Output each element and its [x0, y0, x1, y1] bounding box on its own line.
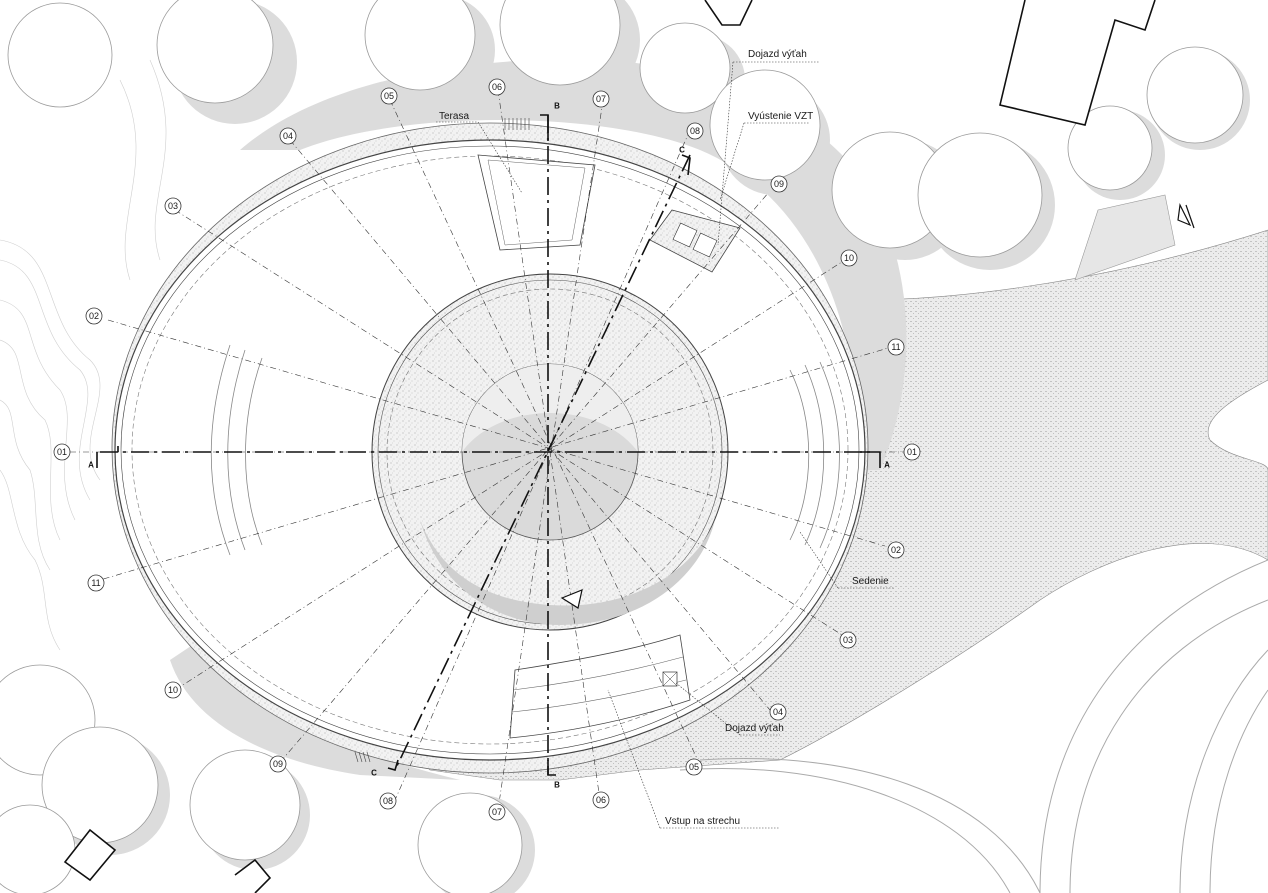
- svg-text:07: 07: [596, 94, 606, 104]
- section-a-left: A: [88, 461, 94, 470]
- axis-bubble-11-left: 11: [87, 574, 105, 592]
- svg-text:10: 10: [844, 253, 854, 263]
- axis-bubble-10-bottom: 10: [164, 681, 182, 699]
- svg-text:09: 09: [273, 759, 283, 769]
- label-dojazd-vytah-top: Dojazd výťah: [748, 49, 807, 60]
- label-sedenie: Sedenie: [852, 576, 889, 587]
- axis-bubble-09-top: 09: [770, 175, 788, 193]
- svg-text:04: 04: [773, 707, 783, 717]
- section-c-top: C: [679, 146, 685, 155]
- driveway-wedge: [1074, 194, 1176, 281]
- axis-bubble-06-bottom: 06: [592, 791, 610, 809]
- elevator-box-top: [649, 209, 741, 273]
- section-b-top: B: [554, 102, 560, 111]
- axis-bubble-11-right: 11: [887, 338, 905, 356]
- svg-text:05: 05: [384, 91, 394, 101]
- svg-text:03: 03: [168, 201, 178, 211]
- neighbor-buildings: [63, 0, 1156, 893]
- svg-text:04: 04: [283, 131, 293, 141]
- curved-paths: [679, 559, 1268, 893]
- axis-bubble-03-right: 03: [839, 631, 857, 649]
- label-vstup-na-strechu: Vstup na strechu: [665, 816, 740, 827]
- axis-bubble-05-bottom: 05: [685, 758, 703, 776]
- section-b-bottom: B: [554, 781, 560, 790]
- axis-bubble-03-left: 03: [164, 197, 182, 215]
- svg-text:11: 11: [91, 578, 100, 588]
- axis-bubble-04-bottom: 04: [769, 703, 787, 721]
- svg-text:03: 03: [843, 635, 853, 645]
- grid-axes: [70, 89, 905, 811]
- axis-bubble-02-left: 02: [85, 307, 103, 325]
- axis-bubble-07-top: 07: [592, 90, 610, 108]
- label-dojazd-vytah-bottom: Dojazd výťah: [725, 723, 784, 734]
- svg-text:10: 10: [168, 685, 178, 695]
- north-arrow-right: [1177, 202, 1195, 229]
- svg-text:07: 07: [492, 807, 502, 817]
- svg-text:06: 06: [596, 795, 606, 805]
- svg-text:02: 02: [89, 311, 99, 321]
- section-markers: [96, 114, 881, 776]
- axis-bubble-10-top: 10: [840, 249, 858, 267]
- terrace-box: [477, 154, 596, 251]
- svg-text:08: 08: [690, 126, 700, 136]
- axis-bubble-09-bottom: 09: [269, 755, 287, 773]
- leader-lines: [436, 61, 895, 829]
- svg-text:06: 06: [492, 82, 502, 92]
- svg-text:01: 01: [57, 447, 67, 457]
- label-terasa: Terasa: [439, 111, 469, 122]
- svg-text:09: 09: [774, 179, 784, 189]
- axis-bubble-08-top: 08: [686, 122, 704, 140]
- label-vyustenie-vzt: Vyústenie VZT: [748, 111, 813, 122]
- axis-bubbles: 01 01 02 02 03 03 04 04 05 05 06 06 07 0…: [53, 78, 921, 821]
- axis-bubble-01-left: 01: [53, 443, 71, 461]
- svg-text:05: 05: [689, 762, 699, 772]
- courtyard-shadow: [420, 520, 715, 625]
- terrain-contours: [0, 59, 167, 651]
- axis-bubble-01-right: 01: [903, 443, 921, 461]
- svg-text:08: 08: [383, 796, 393, 806]
- axis-bubble-08-bottom: 08: [379, 792, 397, 810]
- svg-text:11: 11: [891, 342, 900, 352]
- section-a-right: A: [884, 461, 890, 470]
- roof-access-stair: [509, 634, 691, 739]
- axis-bubble-06-top: 06: [488, 78, 506, 96]
- axis-bubble-04-top: 04: [279, 127, 297, 145]
- terrace-stairs: [354, 118, 530, 763]
- entry-arrow: [560, 589, 583, 609]
- axis-bubble-07-bottom: 07: [488, 803, 506, 821]
- svg-text:01: 01: [907, 447, 917, 457]
- section-c-bottom: C: [371, 769, 377, 778]
- svg-text:02: 02: [891, 545, 901, 555]
- axis-bubble-02-right: 02: [887, 541, 905, 559]
- axis-bubble-05-top: 05: [380, 87, 398, 105]
